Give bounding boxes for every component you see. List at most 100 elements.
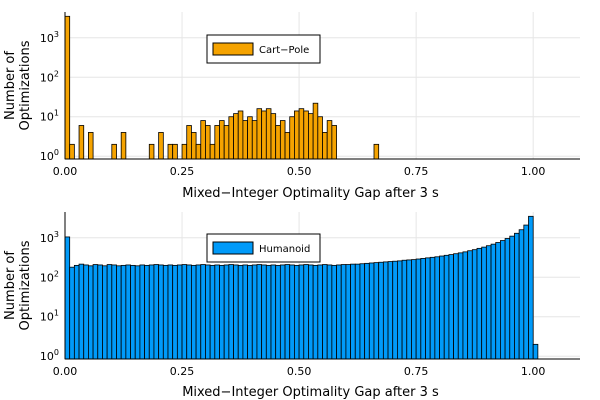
- histogram-bar: [270, 113, 277, 160]
- x-tick-label: 0.25: [170, 365, 195, 378]
- y-tick-label: 102: [40, 269, 59, 284]
- histogram-bar: [256, 108, 263, 160]
- histogram-bar: [504, 238, 511, 360]
- histogram-bar: [303, 110, 309, 160]
- histogram-bar: [303, 264, 309, 360]
- y-tick-exponent: 3: [54, 30, 59, 39]
- histogram-bar: [158, 132, 164, 160]
- histogram-bar: [209, 143, 216, 160]
- y-tick-label: 100: [40, 348, 59, 363]
- histogram-bar: [200, 264, 206, 360]
- x-tick-label: 0.75: [404, 165, 429, 178]
- histogram-bar: [294, 110, 300, 160]
- histogram-bar: [532, 343, 539, 360]
- histogram-bar: [205, 264, 211, 360]
- histogram-bar: [481, 246, 487, 360]
- histogram-bar: [382, 261, 389, 360]
- histogram-bar: [83, 264, 89, 360]
- histogram-bar: [415, 258, 422, 360]
- histogram-bar: [514, 232, 520, 360]
- histogram-bar: [279, 264, 286, 360]
- legend-swatch: [212, 42, 254, 56]
- y-tick-exponent: 3: [54, 230, 59, 239]
- histogram-bar: [228, 264, 234, 360]
- histogram-bar: [242, 120, 248, 160]
- histogram-bar: [406, 259, 412, 360]
- histogram-bar: [167, 264, 174, 360]
- x-tick-label: 1.00: [521, 365, 546, 378]
- histogram-bar: [308, 264, 314, 360]
- histogram-bar: [331, 264, 337, 360]
- histogram-bar: [284, 264, 291, 360]
- histogram-bar: [279, 120, 286, 160]
- histogram-bar: [233, 113, 239, 160]
- histogram-bar: [102, 265, 108, 360]
- histogram-bar: [364, 262, 370, 360]
- histogram-bar: [191, 264, 197, 360]
- histogram-bar: [205, 125, 211, 160]
- histogram-bar: [350, 263, 356, 360]
- histogram-bar: [471, 249, 478, 360]
- histogram-bar: [64, 236, 71, 360]
- histogram-bar: [434, 256, 440, 360]
- histogram-bar: [233, 264, 239, 360]
- histogram-bar: [223, 125, 230, 160]
- histogram-bar: [88, 265, 94, 360]
- histogram-bar: [69, 266, 75, 360]
- histogram-bar: [78, 263, 85, 360]
- chart-panel-1: 0.00 0.25 0.50 0.75 1.00100101102103Mixed−In…: [3, 12, 580, 201]
- histogram-bar: [120, 264, 127, 360]
- y-axis-title-line: Number of: [3, 51, 18, 120]
- histogram-bar: [242, 264, 248, 360]
- histogram-bar: [509, 235, 515, 360]
- histogram-bar: [69, 143, 75, 160]
- histogram-bar: [467, 250, 473, 360]
- histogram-bar: [500, 240, 506, 360]
- histogram-bar: [476, 247, 483, 360]
- histogram-bar: [373, 262, 380, 360]
- histogram-bar: [251, 120, 258, 160]
- histogram-bar: [401, 259, 408, 360]
- y-axis-title-line: Optimizations: [18, 240, 33, 330]
- x-axis-title: Mixed−Integer Optimality Gap after 3 s: [182, 186, 439, 201]
- y-axis-title-line: Number of: [3, 251, 18, 320]
- histogram-bar: [64, 15, 71, 160]
- histogram-bar: [148, 264, 155, 360]
- histogram-bar: [134, 265, 141, 360]
- histogram-bar: [373, 143, 380, 160]
- histogram-bar: [308, 113, 314, 160]
- histogram-bar: [326, 120, 333, 160]
- histogram-bar: [219, 120, 225, 160]
- chart-panel-2: 0.00 0.25 0.50 0.75 1.00100101102103Mixed−In…: [3, 212, 580, 400]
- histogram-bar: [275, 264, 281, 360]
- histogram-bar: [312, 102, 319, 160]
- histogram-bar: [289, 116, 295, 160]
- histogram-bar: [518, 229, 525, 360]
- histogram-bar: [453, 253, 459, 360]
- histogram-bar: [228, 116, 234, 160]
- y-tick-exponent: 0: [54, 348, 59, 357]
- histogram-bar: [392, 260, 398, 360]
- histogram-bar: [172, 143, 178, 160]
- x-tick-label: 0.50: [287, 165, 312, 178]
- histogram-bar: [420, 258, 426, 360]
- histogram-bar: [158, 264, 164, 360]
- y-tick-label: 102: [40, 69, 59, 84]
- histogram-bar: [88, 132, 94, 160]
- histogram-bar: [111, 143, 117, 160]
- y-tick-base: 10: [40, 311, 54, 324]
- histogram-bar: [265, 108, 272, 160]
- histogram-bar: [528, 215, 534, 360]
- y-tick-exponent: 1: [54, 109, 59, 118]
- legend-swatch: [212, 241, 254, 255]
- histogram-bar: [443, 254, 450, 360]
- histogram-bar: [326, 264, 333, 360]
- histogram-bar: [162, 264, 169, 360]
- histogram-bar: [298, 264, 305, 360]
- histogram-bar: [214, 264, 220, 360]
- histogram-bar: [209, 264, 216, 360]
- histogram-bar: [457, 252, 464, 360]
- histogram-bar: [345, 264, 351, 360]
- histogram-bar: [294, 264, 300, 360]
